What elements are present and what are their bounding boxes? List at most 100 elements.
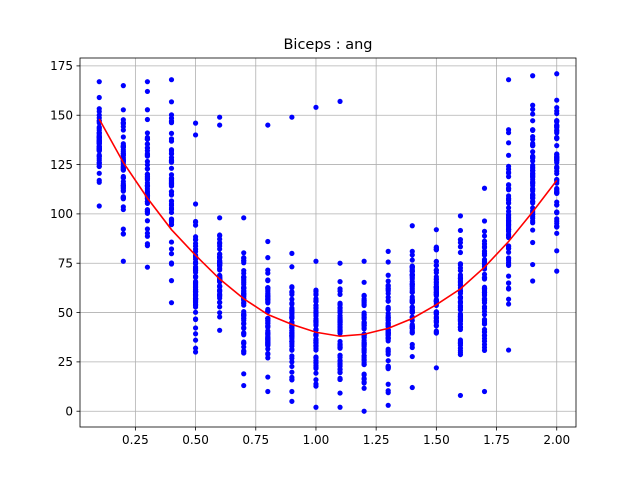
y-tick-label: 50 — [58, 306, 73, 320]
scatter-point — [289, 398, 295, 404]
scatter-point — [241, 270, 247, 276]
scatter-point — [96, 161, 102, 167]
scatter-point — [457, 249, 464, 256]
scatter-point — [505, 77, 512, 83]
scatter-point — [554, 170, 560, 177]
scatter-point — [168, 99, 175, 105]
scatter-point — [168, 221, 175, 228]
scatter-point — [144, 230, 151, 236]
x-axis: 0.25 0.50 0.75 1.00 1.25 1.50 1.75 2.00 — [122, 427, 570, 447]
scatter-point — [385, 259, 391, 265]
scatter-point — [144, 130, 151, 136]
scatter-point — [337, 291, 343, 298]
scatter-point — [337, 375, 343, 381]
scatter-point — [192, 337, 199, 343]
y-tick-label: 75 — [58, 257, 73, 271]
scatter-point — [385, 248, 391, 254]
scatter-point — [313, 383, 319, 389]
scatter-point — [554, 186, 560, 192]
scatter-point — [217, 241, 223, 247]
scatter-point — [241, 313, 247, 319]
scatter-point — [457, 262, 464, 268]
scatter-point — [217, 122, 223, 128]
scatter-point — [265, 308, 271, 314]
scatter-point — [313, 305, 319, 312]
scatter-point — [481, 341, 488, 348]
scatter-point — [192, 325, 199, 331]
scatter-point — [168, 300, 175, 306]
scatter-point — [144, 177, 151, 183]
scatter-point — [337, 330, 343, 336]
scatter-point — [265, 335, 271, 342]
scatter-point — [554, 118, 560, 124]
scatter-point — [385, 321, 391, 327]
scatter-point — [361, 361, 367, 368]
scatter-point — [457, 321, 464, 327]
scatter-point — [313, 377, 319, 383]
scatter-point — [409, 248, 415, 254]
scatter-point — [289, 388, 295, 395]
scatter-point — [217, 259, 223, 265]
scatter-point — [192, 132, 199, 138]
scatter-point — [241, 250, 247, 256]
scatter-point — [385, 272, 391, 278]
scatter-point — [217, 114, 223, 120]
scatter-point — [168, 77, 175, 83]
scatter-point — [554, 152, 560, 158]
scatter-point — [192, 218, 199, 225]
scatter-point — [289, 369, 295, 375]
scatter-point — [217, 327, 223, 333]
scatter-point — [241, 288, 247, 294]
scatter-point — [289, 353, 295, 359]
scatter-point — [433, 276, 439, 282]
scatter-point — [217, 283, 223, 290]
scatter-point — [337, 369, 343, 375]
scatter-point — [505, 130, 512, 136]
scatter-point — [505, 152, 512, 158]
scatter-point — [265, 388, 271, 395]
scatter-point — [289, 264, 295, 270]
scatter-point — [192, 236, 199, 242]
scatter-point — [96, 126, 102, 132]
fit-line — [98, 118, 558, 338]
scatter-point — [168, 115, 175, 121]
scatter-point — [361, 293, 367, 299]
scatter-point — [554, 110, 560, 117]
scatter-point — [289, 285, 295, 291]
scatter-point — [385, 351, 391, 357]
scatter-point — [241, 215, 247, 221]
scatter-point — [481, 250, 488, 256]
scatter-point — [457, 272, 464, 278]
scatter-point — [361, 376, 367, 382]
scatter-point — [554, 190, 560, 196]
scatter-point — [433, 258, 439, 265]
scatter-point — [120, 178, 126, 185]
scatter-point — [361, 355, 367, 361]
scatter-point — [361, 316, 367, 322]
scatter-point — [337, 357, 343, 364]
scatter-point — [505, 286, 512, 292]
scatter-point — [313, 404, 319, 410]
scatter-point — [457, 311, 464, 317]
scatter-point — [530, 111, 536, 117]
scatter-point — [337, 352, 343, 359]
scatter-point — [217, 236, 223, 242]
scatter-point — [168, 179, 175, 185]
scatter-point — [337, 98, 343, 105]
y-tick-label: 100 — [50, 207, 73, 221]
scatter-point — [120, 107, 126, 113]
scatter-point — [192, 256, 199, 262]
scatter-point — [530, 127, 536, 133]
scatter-point — [457, 304, 464, 310]
scatter-point — [481, 304, 488, 310]
scatter-point — [505, 231, 512, 237]
scatter-point — [505, 347, 512, 353]
scatter-point — [530, 215, 536, 221]
scatter-point — [313, 370, 319, 376]
scatter-point — [265, 122, 271, 128]
scatter-point — [457, 244, 464, 250]
scatter-point — [265, 315, 271, 322]
scatter-point — [530, 261, 536, 268]
scatter-point — [361, 349, 367, 356]
scatter-point — [505, 166, 512, 172]
